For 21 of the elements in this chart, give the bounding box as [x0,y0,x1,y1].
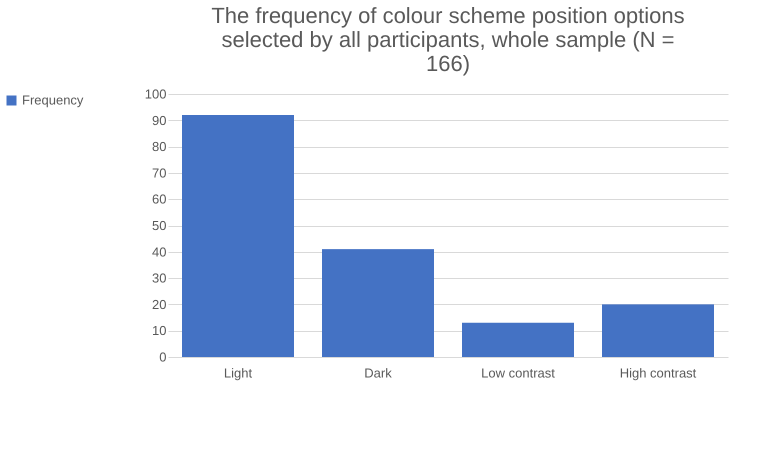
y-tick-label: 30 [152,270,166,286]
y-tick-label: 10 [152,323,166,338]
bar [182,115,294,357]
y-tick-label: 50 [152,218,166,233]
bar [602,304,714,357]
y-tick-label: 80 [152,139,166,154]
bar [322,249,434,357]
y-tick-label: 100 [144,86,166,102]
x-tick-label: Light [224,366,252,380]
y-tick-label: 60 [152,192,166,207]
y-tick-label: 0 [159,350,166,364]
y-tick-label: 90 [152,112,166,128]
legend-label: Frequency [22,92,84,108]
x-tick-label: Dark [364,366,392,380]
y-tick-label: 40 [152,244,166,260]
y-tick-label: 20 [152,296,166,312]
y-tick-label: 70 [152,165,166,180]
chart-title: The frequency of colour scheme position options selected by all participants, whole sample (N = 166) [211,3,685,76]
bar [462,322,574,357]
x-tick-label: High contrast [620,366,697,380]
x-tick-label: Low contrast [481,366,556,380]
